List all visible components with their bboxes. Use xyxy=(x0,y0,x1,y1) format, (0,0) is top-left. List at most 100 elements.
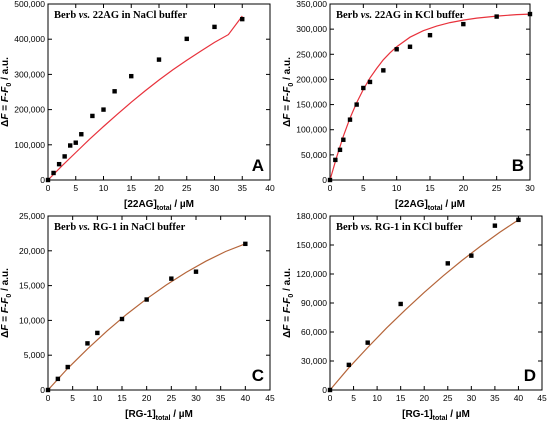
x-tick-label: 20 xyxy=(419,393,429,403)
data-point xyxy=(333,157,338,163)
data-point xyxy=(62,154,67,159)
y-tick-label: 200,000 xyxy=(296,74,327,84)
y-axis-label-part: F xyxy=(0,113,11,120)
x-tick-label: 35 xyxy=(490,393,500,403)
y-axis-label-part: Δ xyxy=(282,120,293,127)
x-tick-label: 30 xyxy=(191,393,201,403)
y-tick-label: 0 xyxy=(322,385,327,395)
x-tick-label: 25 xyxy=(443,393,453,403)
panel-title-part: 22AG in KCl buffer xyxy=(372,10,465,21)
y-axis-label-part: F xyxy=(0,306,11,313)
y-tick-label: 0 xyxy=(322,175,327,185)
y-tick-label: 180,000 xyxy=(296,211,327,221)
data-point xyxy=(346,362,352,368)
data-point xyxy=(90,113,95,119)
x-tick-label: 10 xyxy=(93,393,103,403)
y-tick-label: 400,000 xyxy=(14,34,45,44)
data-point xyxy=(337,147,343,153)
x-tick-label: 40 xyxy=(514,393,524,403)
y-axis-label-part: F xyxy=(282,113,293,120)
x-tick-label: 10 xyxy=(372,393,382,403)
data-point xyxy=(112,89,117,94)
y-tick-label: 20,000 xyxy=(19,246,45,256)
y-tick-label: 100,000 xyxy=(296,125,327,135)
data-point xyxy=(367,79,373,85)
x-axis-label-part: [22AG] xyxy=(395,199,428,210)
y-axis-label-part: F xyxy=(282,95,293,102)
y-axis-label-part: 0 xyxy=(6,294,13,298)
x-tick-label: 15 xyxy=(127,183,137,193)
data-point xyxy=(51,170,56,176)
x-axis-label-part: [RG-1] xyxy=(402,409,433,420)
data-point xyxy=(95,330,100,336)
x-axis-label-part: / µM xyxy=(170,409,192,420)
x-axis-label: [RG-1]total / µM xyxy=(402,409,470,422)
x-axis-label: [RG-1]total / µM xyxy=(125,409,193,422)
x-axis-label: [22AG]total / µM xyxy=(124,199,194,212)
data-point xyxy=(184,36,189,42)
y-axis-label-part: - xyxy=(0,93,11,96)
panel-title-part: Berb xyxy=(336,222,361,233)
y-axis-label-part: F xyxy=(0,95,11,102)
y-axis-label-part: = xyxy=(282,313,293,324)
y-tick-label: 0 xyxy=(40,175,45,185)
y-axis-label: ΔF = F-F0 / a.u. xyxy=(282,268,295,338)
x-tick-label: 0 xyxy=(328,183,333,193)
panel-title-part: RG-1 in NaCl buffer xyxy=(90,222,185,233)
y-tick-label: 60,000 xyxy=(301,327,327,337)
panel-title-part: vs. xyxy=(361,10,372,21)
x-axis-label-part: [22AG] xyxy=(124,199,157,210)
data-point xyxy=(492,223,498,228)
y-tick-label: 5,000 xyxy=(24,350,46,360)
x-axis-label-part: / µM xyxy=(172,199,194,210)
data-point xyxy=(101,107,106,112)
x-tick-label: 30 xyxy=(210,183,220,193)
y-tick-label: 50,000 xyxy=(301,150,327,160)
panel-title: Berb vs. RG-1 in KCl buffer xyxy=(336,222,463,233)
x-tick-label: 15 xyxy=(117,393,127,403)
data-point xyxy=(445,261,450,266)
data-point xyxy=(79,132,84,137)
y-tick-label: 15,000 xyxy=(19,281,45,291)
y-axis-label: ΔF = F-F0 / a.u. xyxy=(282,57,295,127)
panel-c: 0 5 10 15 20 25 30 35 40 45 0 5,000 10,000 15,000 20,0… xyxy=(0,211,275,422)
data-point xyxy=(243,241,248,247)
data-point xyxy=(516,217,521,223)
x-tick-label: 5 xyxy=(70,393,75,403)
x-tick-label: 5 xyxy=(361,183,366,193)
data-point xyxy=(156,57,162,62)
data-point xyxy=(169,276,174,281)
y-tick-label: 100,000 xyxy=(14,140,45,150)
data-point xyxy=(65,364,70,370)
data-point xyxy=(347,117,353,122)
panel-letter: B xyxy=(512,156,524,175)
data-point xyxy=(240,16,245,22)
panel-title-part: vs. xyxy=(79,10,90,21)
x-tick-label: 15 xyxy=(425,183,435,193)
data-point xyxy=(469,253,474,258)
x-axis-label-part: total xyxy=(157,205,172,212)
x-tick-label: 30 xyxy=(525,183,535,193)
y-tick-label: 120,000 xyxy=(296,269,327,279)
y-axis-label: ΔF = F-F0 / a.u. xyxy=(0,268,13,338)
x-axis-label-part: / µM xyxy=(443,199,465,210)
y-tick-label: 500,000 xyxy=(14,0,45,9)
y-tick-label: 300,000 xyxy=(296,24,327,34)
y-tick-label: 0 xyxy=(40,385,45,395)
data-point xyxy=(461,21,466,27)
x-axis-label-part: total xyxy=(156,415,171,422)
data-point xyxy=(55,376,61,382)
y-tick-label: 300,000 xyxy=(14,69,45,79)
data-point xyxy=(381,68,386,73)
data-point xyxy=(68,143,73,148)
y-axis-label-part: Δ xyxy=(0,331,11,338)
plot-frame xyxy=(329,3,531,181)
y-tick-label: 350,000 xyxy=(296,0,327,9)
y-axis-label-part: / a.u. xyxy=(282,57,293,83)
y-tick-label: 150,000 xyxy=(296,100,327,110)
y-axis-label-part: F xyxy=(0,297,11,304)
fit-curve xyxy=(47,243,246,391)
fit-curve xyxy=(329,13,531,181)
x-tick-label: 25 xyxy=(182,183,192,193)
panel-title-part: Berb xyxy=(54,222,79,233)
